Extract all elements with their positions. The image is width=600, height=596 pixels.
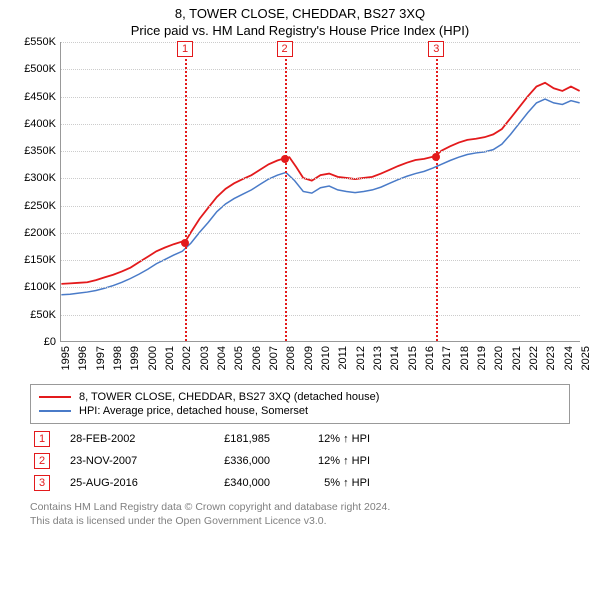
transaction-delta: 5% ↑ HPI (290, 477, 370, 489)
gridline (61, 151, 580, 152)
gridline (61, 124, 580, 125)
x-tick-label: 1997 (95, 346, 107, 370)
attribution-line-1: Contains HM Land Registry data © Crown c… (30, 500, 570, 514)
y-tick-label: £450K (24, 91, 56, 103)
legend-swatch (39, 410, 71, 412)
line-series-svg (61, 42, 580, 341)
marker-box-1: 1 (177, 41, 193, 57)
chart-area: £0 £50K £100K £150K £200K £250K £300K £350K £400… (10, 42, 590, 382)
gridline (61, 178, 580, 179)
transaction-marker-box: 2 (34, 453, 50, 469)
legend-label: 8, TOWER CLOSE, CHEDDAR, BS27 3XQ (detac… (79, 391, 379, 403)
gridline (61, 97, 580, 98)
y-tick-label: £350K (24, 145, 56, 157)
x-tick-label: 2004 (216, 346, 228, 370)
x-tick-label: 1998 (112, 346, 124, 370)
x-tick-label: 2012 (355, 346, 367, 370)
legend-item: 8, TOWER CLOSE, CHEDDAR, BS27 3XQ (detac… (39, 391, 561, 403)
x-tick-label: 2003 (199, 346, 211, 370)
transaction-price: £336,000 (190, 455, 270, 467)
transaction-marker-box: 1 (34, 431, 50, 447)
gridline (61, 315, 580, 316)
marker-line-2 (285, 42, 287, 341)
gridline (61, 260, 580, 261)
gridline (61, 287, 580, 288)
attribution: Contains HM Land Registry data © Crown c… (20, 500, 580, 528)
x-axis: 1995 1996 1997 1998 1999 2000 2001 2002 2003 2004… (60, 344, 580, 384)
x-tick-label: 2014 (389, 346, 401, 370)
x-tick-label: 2021 (511, 346, 523, 370)
x-tick-label: 2015 (407, 346, 419, 370)
transaction-row: 3 25-AUG-2016 £340,000 5% ↑ HPI (30, 472, 570, 494)
transaction-delta: 12% ↑ HPI (290, 455, 370, 467)
x-tick-label: 2001 (164, 346, 176, 370)
y-tick-label: £500K (24, 63, 56, 75)
y-tick-label: £400K (24, 118, 56, 130)
x-tick-label: 2009 (303, 346, 315, 370)
marker-line-1 (185, 42, 187, 341)
x-tick-label: 2020 (493, 346, 505, 370)
legend-item: HPI: Average price, detached house, Some… (39, 405, 561, 417)
x-tick-label: 2013 (372, 346, 384, 370)
x-tick-label: 2019 (476, 346, 488, 370)
legend-swatch (39, 396, 71, 398)
gridline (61, 42, 580, 43)
y-tick-label: £100K (24, 281, 56, 293)
plot-area: 1 2 3 (60, 42, 580, 342)
y-tick-label: £250K (24, 200, 56, 212)
marker-dot-3 (432, 153, 440, 161)
transaction-marker-box: 3 (34, 475, 50, 491)
legend-label: HPI: Average price, detached house, Some… (79, 405, 308, 417)
x-tick-label: 2023 (545, 346, 557, 370)
x-tick-label: 2022 (528, 346, 540, 370)
transaction-price: £181,985 (190, 433, 270, 445)
x-tick-label: 2018 (459, 346, 471, 370)
attribution-line-2: This data is licensed under the Open Gov… (30, 514, 570, 528)
y-axis: £0£50K£100K£150K£200K£250K£300K£350K£400… (10, 42, 60, 342)
x-tick-label: 1996 (77, 346, 89, 370)
y-tick-label: £550K (24, 36, 56, 48)
series-price_paid (61, 83, 579, 284)
transaction-date: 28-FEB-2002 (70, 433, 170, 445)
x-tick-label: 1995 (60, 346, 72, 370)
x-tick-label: 2017 (441, 346, 453, 370)
x-tick-label: 2011 (337, 346, 349, 370)
x-tick-label: 2025 (580, 346, 592, 370)
transaction-date: 23-NOV-2007 (70, 455, 170, 467)
x-tick-label: 2024 (563, 346, 575, 370)
x-tick-label: 1999 (129, 346, 141, 370)
x-tick-label: 2008 (285, 346, 297, 370)
x-tick-label: 2006 (251, 346, 263, 370)
x-tick-label: 2007 (268, 346, 280, 370)
transaction-row: 2 23-NOV-2007 £336,000 12% ↑ HPI (30, 450, 570, 472)
y-tick-label: £200K (24, 227, 56, 239)
transaction-price: £340,000 (190, 477, 270, 489)
marker-line-3 (436, 42, 438, 341)
transaction-row: 1 28-FEB-2002 £181,985 12% ↑ HPI (30, 428, 570, 450)
transaction-delta: 12% ↑ HPI (290, 433, 370, 445)
marker-dot-2 (281, 155, 289, 163)
y-tick-label: £0 (44, 336, 56, 348)
transactions-table: 1 28-FEB-2002 £181,985 12% ↑ HPI 2 23-NOV-200… (30, 428, 570, 494)
x-tick-label: 2010 (320, 346, 332, 370)
chart-title: 8, TOWER CLOSE, CHEDDAR, BS27 3XQ (0, 6, 600, 21)
x-tick-label: 2002 (181, 346, 193, 370)
x-tick-label: 2000 (147, 346, 159, 370)
chart-subtitle: Price paid vs. HM Land Registry's House … (0, 23, 600, 38)
gridline (61, 69, 580, 70)
transaction-date: 25-AUG-2016 (70, 477, 170, 489)
gridline (61, 206, 580, 207)
y-tick-label: £150K (24, 254, 56, 266)
y-tick-label: £50K (30, 309, 56, 321)
marker-dot-1 (181, 239, 189, 247)
x-tick-label: 2016 (424, 346, 436, 370)
x-tick-label: 2005 (233, 346, 245, 370)
y-tick-label: £300K (24, 172, 56, 184)
legend: 8, TOWER CLOSE, CHEDDAR, BS27 3XQ (detac… (30, 384, 570, 424)
marker-box-3: 3 (428, 41, 444, 57)
marker-box-2: 2 (277, 41, 293, 57)
gridline (61, 233, 580, 234)
